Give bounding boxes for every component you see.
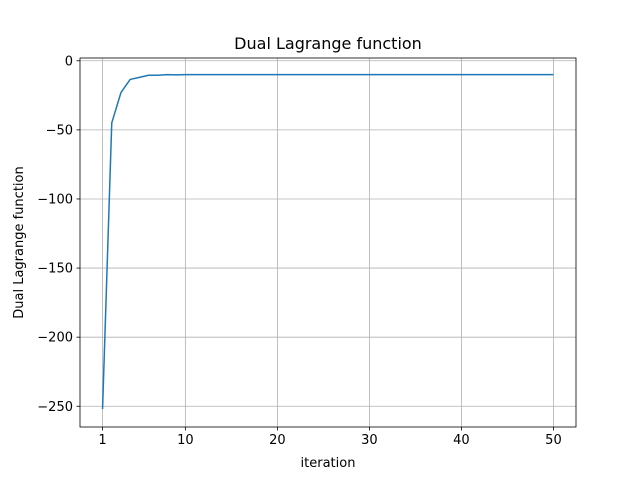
x-tick-label: 20 bbox=[269, 433, 286, 448]
x-tick-label: 10 bbox=[177, 433, 194, 448]
x-axis-label: iteration bbox=[301, 456, 356, 471]
y-axis-label: Dual Lagrange function bbox=[12, 166, 27, 318]
chart-title: Dual Lagrange function bbox=[234, 34, 422, 53]
y-tick-label: −200 bbox=[37, 331, 73, 346]
y-tick-label: −250 bbox=[37, 400, 73, 415]
series-layer bbox=[101, 73, 554, 410]
x-tick-label: 40 bbox=[453, 433, 470, 448]
y-axis: 0 −50 −100 −150 −200 −250 bbox=[37, 54, 80, 415]
x-tick-label: 1 bbox=[98, 433, 106, 448]
y-tick-label: −100 bbox=[37, 192, 73, 207]
y-tick-label: 0 bbox=[65, 54, 73, 69]
series-line bbox=[101, 73, 554, 410]
x-tick-label: 50 bbox=[545, 433, 562, 448]
x-tick-label: 30 bbox=[361, 433, 378, 448]
plot-frame bbox=[79, 57, 577, 428]
y-tick-label: −50 bbox=[46, 123, 73, 138]
grid bbox=[80, 58, 576, 427]
y-tick-label: −150 bbox=[37, 262, 73, 277]
x-axis: 1 10 20 30 40 50 bbox=[98, 427, 562, 448]
